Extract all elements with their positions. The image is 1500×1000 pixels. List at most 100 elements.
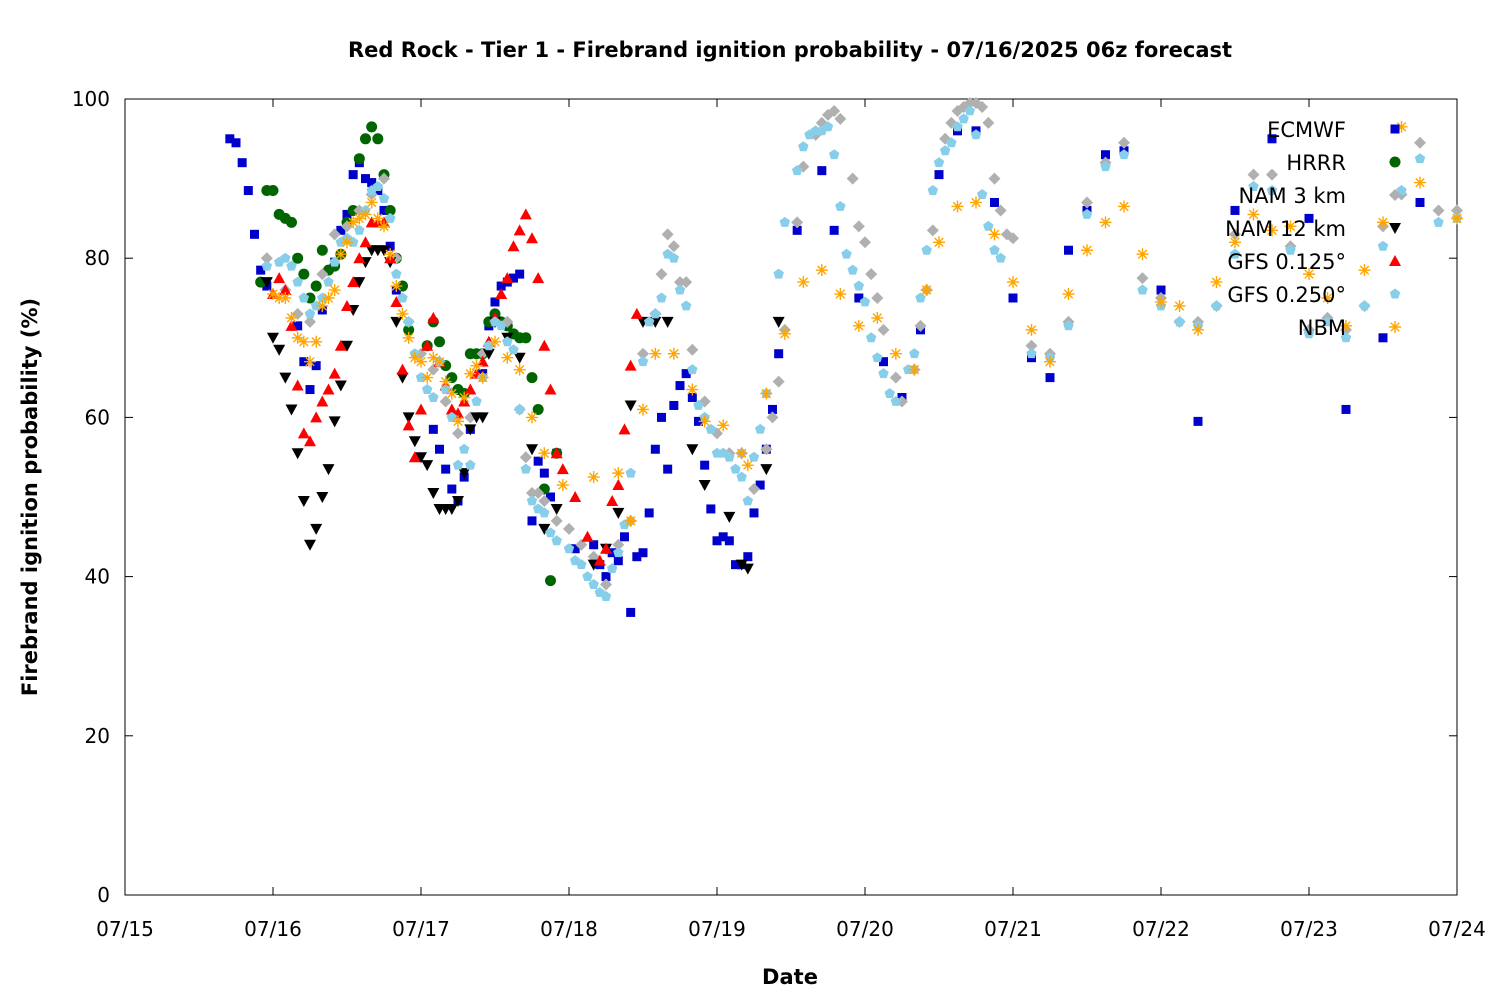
data-point xyxy=(915,292,926,303)
data-point xyxy=(435,444,444,454)
data-point xyxy=(705,423,717,434)
data-point xyxy=(760,464,773,476)
data-point xyxy=(681,369,691,379)
data-point xyxy=(347,276,360,288)
data-point xyxy=(359,236,372,248)
data-point xyxy=(310,335,323,348)
data-point xyxy=(1451,204,1463,217)
data-point xyxy=(354,224,365,235)
data-point xyxy=(520,332,532,344)
data-point xyxy=(273,272,286,284)
data-point xyxy=(686,383,699,396)
data-point xyxy=(914,319,927,332)
legend-marker xyxy=(1389,189,1401,201)
legend-marker xyxy=(1389,156,1401,168)
data-point xyxy=(588,579,599,590)
data-point xyxy=(1377,240,1389,251)
x-tick-label: 07/23 xyxy=(1280,917,1338,941)
data-point xyxy=(378,172,390,185)
legend-marker xyxy=(1390,124,1400,134)
data-point xyxy=(798,141,809,152)
data-point xyxy=(1210,276,1223,289)
data-point xyxy=(748,483,760,496)
data-point xyxy=(225,134,235,144)
data-point xyxy=(286,216,297,228)
data-point xyxy=(365,196,378,209)
data-point xyxy=(717,419,730,432)
data-point xyxy=(544,383,557,395)
data-point xyxy=(501,272,514,284)
data-point xyxy=(476,412,489,424)
legend-label: NAM 3 km xyxy=(1238,184,1346,208)
data-point xyxy=(1064,245,1073,255)
data-point xyxy=(706,504,716,514)
data-point xyxy=(452,495,464,507)
data-point xyxy=(310,411,323,423)
data-point xyxy=(630,307,643,319)
legend-label: ECMWF xyxy=(1267,118,1346,142)
data-point xyxy=(291,307,304,320)
data-point xyxy=(260,277,273,289)
data-point xyxy=(421,384,433,394)
data-point xyxy=(674,284,686,295)
data-point xyxy=(760,387,773,400)
y-tick-label: 40 xyxy=(85,565,110,589)
data-point xyxy=(1432,204,1445,217)
data-point xyxy=(920,284,933,297)
data-point xyxy=(347,204,359,216)
data-point xyxy=(323,276,334,287)
data-point xyxy=(1100,161,1111,172)
data-point xyxy=(390,295,403,307)
legend-marker xyxy=(1389,321,1401,333)
x-tick-label: 07/24 xyxy=(1428,917,1486,941)
data-point xyxy=(322,292,335,304)
data-point xyxy=(441,464,451,474)
data-point xyxy=(379,205,389,215)
data-point xyxy=(724,451,735,462)
data-point xyxy=(1136,248,1149,261)
y-tick-label: 20 xyxy=(85,724,110,748)
data-point xyxy=(934,170,944,180)
data-point xyxy=(970,129,982,140)
data-point xyxy=(865,332,877,343)
data-point xyxy=(632,552,642,562)
data-point xyxy=(613,556,623,566)
data-point xyxy=(970,196,982,209)
data-point xyxy=(1025,323,1038,336)
data-point xyxy=(458,391,471,404)
data-point xyxy=(741,563,754,575)
data-point xyxy=(402,419,415,431)
data-point xyxy=(464,424,477,436)
data-point xyxy=(624,359,637,371)
data-point xyxy=(606,494,619,506)
data-point xyxy=(545,575,556,587)
data-point xyxy=(476,371,489,384)
data-point xyxy=(768,404,777,414)
data-point xyxy=(1247,208,1260,221)
data-point xyxy=(367,178,377,188)
data-point xyxy=(231,138,241,148)
data-point xyxy=(458,443,470,454)
data-point xyxy=(852,319,865,332)
legend-label: NBM xyxy=(1298,316,1346,340)
data-point xyxy=(625,467,636,478)
data-point xyxy=(334,380,347,392)
data-point xyxy=(334,339,347,351)
data-point xyxy=(1229,228,1241,241)
data-point xyxy=(446,411,458,422)
data-point xyxy=(909,348,920,359)
data-point xyxy=(626,607,636,617)
data-point xyxy=(341,340,353,352)
data-point xyxy=(854,293,864,303)
data-point xyxy=(526,444,538,456)
data-point xyxy=(1026,348,1037,359)
data-point xyxy=(760,443,773,456)
data-point xyxy=(334,248,347,261)
data-point xyxy=(1136,272,1149,285)
data-point xyxy=(976,189,988,199)
data-point xyxy=(285,311,298,324)
data-point xyxy=(291,448,304,460)
data-point xyxy=(1266,224,1278,237)
data-point xyxy=(772,375,785,388)
data-point xyxy=(273,344,286,356)
